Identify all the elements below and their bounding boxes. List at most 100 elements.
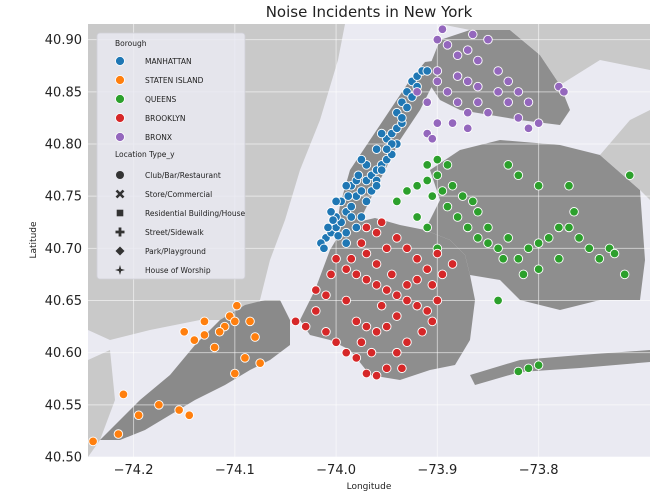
data-point-brooklyn	[361, 274, 372, 285]
data-point-staten-island	[240, 353, 250, 363]
data-point-brooklyn	[402, 295, 412, 306]
x-tick-label: −73.9	[417, 463, 457, 478]
data-point-queens	[493, 295, 503, 306]
data-point-queens	[609, 248, 620, 259]
data-point-brooklyn	[300, 321, 311, 332]
data-point-manhattan	[331, 196, 341, 207]
data-point-staten-island	[88, 436, 98, 447]
data-point-staten-island	[209, 342, 220, 353]
data-point-manhattan	[346, 201, 357, 212]
data-point-brooklyn	[387, 269, 397, 280]
rockaway-landmass	[470, 350, 650, 385]
data-point-queens	[412, 212, 422, 222]
data-point-brooklyn	[371, 370, 382, 381]
new-jersey-south-landmass	[88, 350, 115, 457]
data-point-queens	[533, 238, 544, 248]
data-point-brooklyn	[346, 254, 357, 264]
data-point-queens	[437, 186, 448, 196]
data-point-bronx	[513, 87, 524, 97]
data-point-queens	[543, 233, 554, 243]
data-point-queens	[624, 170, 635, 181]
data-point-brooklyn	[361, 222, 372, 233]
data-point-brooklyn	[412, 254, 422, 264]
data-point-staten-island	[255, 358, 265, 368]
legend-label: Park/Playground	[145, 247, 206, 256]
data-point-brooklyn	[311, 285, 321, 295]
data-point-bronx	[559, 87, 569, 97]
data-point-queens	[422, 160, 432, 170]
legend-marker-diamond	[115, 246, 125, 256]
y-tick-label: 40.55	[45, 398, 82, 413]
data-point-queens	[473, 207, 483, 217]
data-point-brooklyn	[331, 337, 341, 347]
data-point-queens	[442, 201, 453, 212]
data-point-brooklyn	[402, 337, 412, 347]
legend-label: Residential Building/House	[145, 209, 246, 218]
data-point-bronx	[473, 55, 483, 66]
data-point-brooklyn	[341, 264, 351, 274]
data-point-queens	[533, 360, 544, 370]
legend-swatch	[115, 75, 125, 85]
y-tick-label: 40.50	[45, 451, 82, 466]
data-point-bronx	[427, 134, 438, 144]
data-point-brooklyn	[361, 368, 372, 379]
data-point-brooklyn	[392, 290, 402, 301]
legend-swatch	[115, 94, 125, 104]
data-point-queens	[503, 160, 513, 170]
data-point-bronx	[493, 87, 503, 97]
x-tick-label: −74.0	[316, 463, 356, 478]
data-points	[88, 24, 635, 447]
data-point-bronx	[442, 40, 453, 50]
long-island-landmass	[600, 110, 650, 200]
legend-swatch	[115, 113, 125, 123]
data-point-queens	[427, 191, 438, 201]
data-point-manhattan	[333, 231, 343, 241]
legend-style-title: Location Type_y	[115, 150, 175, 159]
data-point-manhattan	[361, 196, 372, 207]
data-point-bronx	[422, 97, 432, 108]
data-point-brooklyn	[412, 300, 422, 311]
data-point-queens	[483, 238, 493, 248]
data-point-brooklyn	[376, 217, 387, 227]
data-point-queens	[554, 254, 564, 264]
data-point-staten-island	[184, 410, 195, 421]
data-point-queens	[619, 269, 630, 280]
data-point-bronx	[483, 34, 493, 45]
data-point-brooklyn	[341, 295, 351, 306]
data-point-bronx	[523, 123, 534, 134]
data-point-brooklyn	[371, 259, 382, 269]
legend-label: MANHATTAN	[145, 57, 192, 66]
data-point-manhattan	[346, 212, 357, 222]
data-point-brooklyn	[381, 363, 392, 374]
data-point-brooklyn	[412, 274, 422, 285]
data-point-bronx	[533, 118, 544, 128]
data-point-queens	[457, 191, 468, 201]
data-point-brooklyn	[397, 363, 407, 374]
legend-swatch	[115, 132, 125, 142]
legend-label: Street/Sidewalk	[145, 228, 204, 237]
data-point-bronx	[503, 97, 513, 108]
data-point-brooklyn	[311, 306, 321, 316]
data-point-bronx	[503, 76, 513, 87]
legend-marker-square	[116, 209, 124, 217]
data-point-queens	[498, 254, 508, 264]
data-point-manhattan	[323, 222, 333, 233]
data-point-brooklyn	[356, 337, 367, 347]
data-point-brooklyn	[331, 254, 341, 264]
x-tick-label: −74.2	[114, 463, 154, 478]
y-axis-ticks: 40.50 40.55 40.60 40.65 40.70 40.75 40.80 40.85…	[45, 33, 82, 465]
data-point-brooklyn	[392, 347, 402, 358]
data-point-manhattan	[402, 102, 412, 113]
data-point-queens	[554, 222, 564, 233]
y-tick-label: 40.75	[45, 190, 82, 205]
data-point-brooklyn	[321, 290, 331, 301]
data-point-bronx	[473, 97, 483, 108]
data-point-bronx	[468, 29, 478, 40]
data-point-queens	[523, 243, 534, 254]
data-point-queens	[569, 207, 579, 217]
data-point-manhattan	[397, 113, 407, 123]
data-point-staten-island	[179, 327, 189, 337]
data-point-queens	[442, 160, 453, 170]
data-point-staten-island	[230, 316, 240, 327]
data-point-manhattan	[381, 144, 392, 154]
